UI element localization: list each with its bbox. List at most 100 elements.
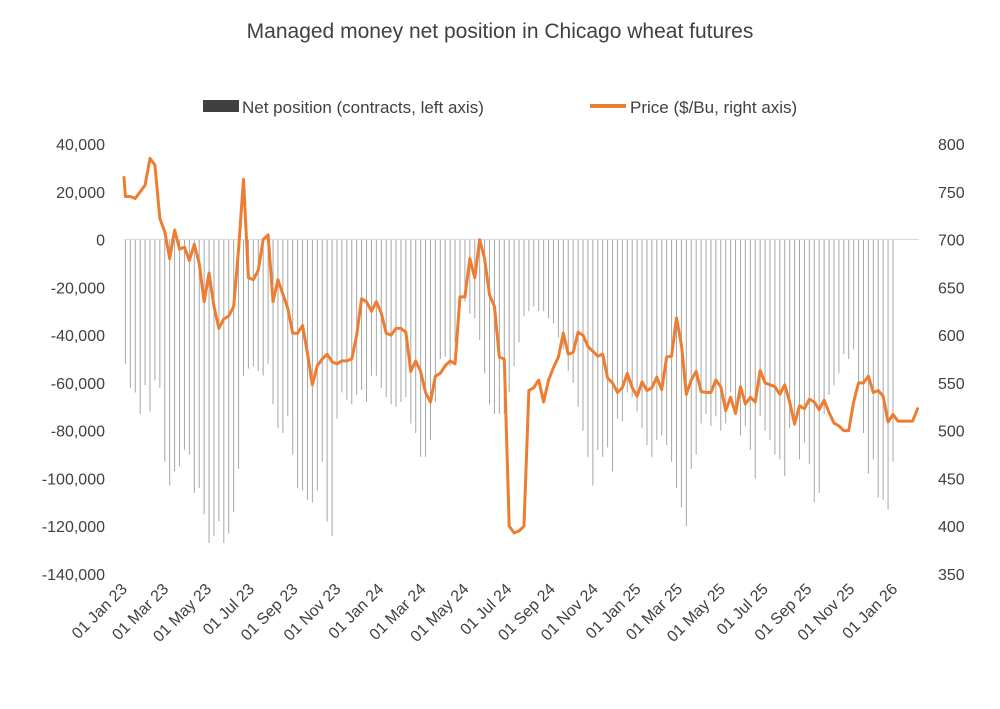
net-position-bar: [813, 239, 815, 503]
net-position-bar: [410, 239, 412, 424]
net-position-bar: [823, 239, 825, 414]
net-position-bar: [749, 239, 751, 450]
net-position-bar: [528, 239, 530, 312]
price-line: [122, 156, 920, 535]
net-position-bar: [183, 239, 185, 450]
net-position-bar: [562, 239, 564, 350]
net-position-bar: [188, 239, 190, 455]
net-position-bar: [656, 239, 658, 441]
net-position-bar: [311, 239, 313, 503]
net-position-bar: [567, 239, 569, 371]
net-position-bar: [602, 239, 604, 457]
net-position-bar: [680, 239, 682, 508]
net-position-bar: [243, 239, 244, 376]
net-position-bar: [621, 239, 623, 422]
net-position-bar: [331, 239, 333, 536]
net-position-bar: [789, 239, 791, 429]
net-position-bar: [390, 239, 392, 405]
net-position-bar: [124, 239, 126, 364]
net-position-bar: [174, 239, 176, 472]
net-position-bar: [479, 239, 481, 340]
net-position-bar: [700, 239, 702, 424]
left-axis-tick-labels: 40,000 20,000 0 -20,000 -40,000 -60,000 -80,00…: [42, 137, 105, 584]
net-position-bar: [134, 239, 136, 393]
net-position-bar: [661, 239, 663, 436]
net-position-bar: [533, 239, 535, 307]
net-position-bar: [154, 239, 156, 381]
left-axis-tick-label: 0: [96, 233, 105, 250]
left-axis-tick-label: 20,000: [56, 185, 105, 202]
net-position-bar: [203, 239, 205, 515]
net-position-bar: [415, 239, 417, 434]
net-position-bar: [739, 239, 741, 436]
net-position-bar: [228, 239, 230, 534]
legend-swatch-net-position: [203, 100, 239, 112]
net-position-bar: [799, 239, 800, 460]
net-position-bar: [223, 239, 225, 543]
net-position-bar: [744, 239, 746, 426]
net-position-bar: [779, 239, 781, 460]
net-position-bar: [454, 239, 456, 343]
net-position-bar: [144, 239, 146, 386]
net-position-bar: [213, 239, 215, 536]
right-axis-tick-label: 350: [938, 567, 965, 584]
net-position-bar: [759, 239, 761, 417]
net-position-bar: [449, 239, 451, 367]
right-axis-tick-label: 400: [938, 519, 965, 536]
net-position-bar: [272, 239, 274, 405]
net-position-bar: [277, 239, 279, 429]
net-position-bar: [612, 239, 614, 472]
net-position-bar: [370, 239, 372, 376]
net-position-bar: [838, 239, 840, 374]
net-position-bar: [420, 239, 422, 457]
net-position-bar: [710, 239, 712, 426]
left-axis-tick-label: -20,000: [51, 280, 105, 297]
net-position-bar: [208, 239, 210, 543]
net-position-bar: [336, 239, 338, 419]
net-position-bar: [434, 239, 436, 402]
net-position-bar: [326, 239, 328, 522]
net-position-bar: [523, 239, 525, 316]
left-axis-tick-label: -80,000: [51, 424, 105, 441]
net-position-bar: [297, 239, 299, 488]
right-axis-tick-label: 500: [938, 424, 965, 441]
net-position-bar: [262, 239, 264, 376]
net-position-bar: [164, 239, 166, 462]
net-position-bar: [597, 239, 599, 450]
net-position-bar: [129, 239, 131, 388]
net-position-bar: [784, 239, 786, 477]
net-position-bar: [366, 239, 368, 402]
net-position-bar: [651, 239, 653, 457]
net-position-bar: [513, 239, 515, 367]
net-position-bar: [538, 239, 540, 312]
net-position-bar: [198, 239, 200, 488]
net-position-bar: [774, 239, 776, 455]
net-position-bar: [139, 239, 141, 414]
net-position-bar: [193, 239, 195, 493]
left-axis-tick-label: -100,000: [42, 471, 105, 488]
net-position-bar: [892, 239, 894, 462]
net-position-bar: [666, 239, 668, 445]
net-position-bar: [877, 239, 879, 498]
net-position-bar: [548, 239, 550, 319]
net-position-bar: [385, 239, 387, 398]
net-position-bar: [735, 239, 737, 410]
net-position-bar: [887, 239, 889, 510]
net-position-bar: [848, 239, 850, 359]
left-axis-tick-label: -120,000: [42, 519, 105, 536]
net-position-bar: [356, 239, 358, 395]
net-position-bar: [400, 239, 402, 402]
net-position-bar: [882, 239, 884, 500]
legend-label-net-position: Net position (contracts, left axis): [242, 98, 484, 117]
net-position-bar: [159, 239, 161, 388]
net-position-bar: [557, 239, 559, 338]
net-position-bar: [715, 239, 717, 417]
net-position-bar: [818, 239, 820, 493]
net-position-bar: [636, 239, 638, 412]
net-position-bar: [754, 239, 756, 479]
net-position-bar: [705, 239, 707, 414]
net-position-bar: [518, 239, 520, 343]
legend: Net position (contracts, left axis) Pric…: [203, 98, 797, 117]
